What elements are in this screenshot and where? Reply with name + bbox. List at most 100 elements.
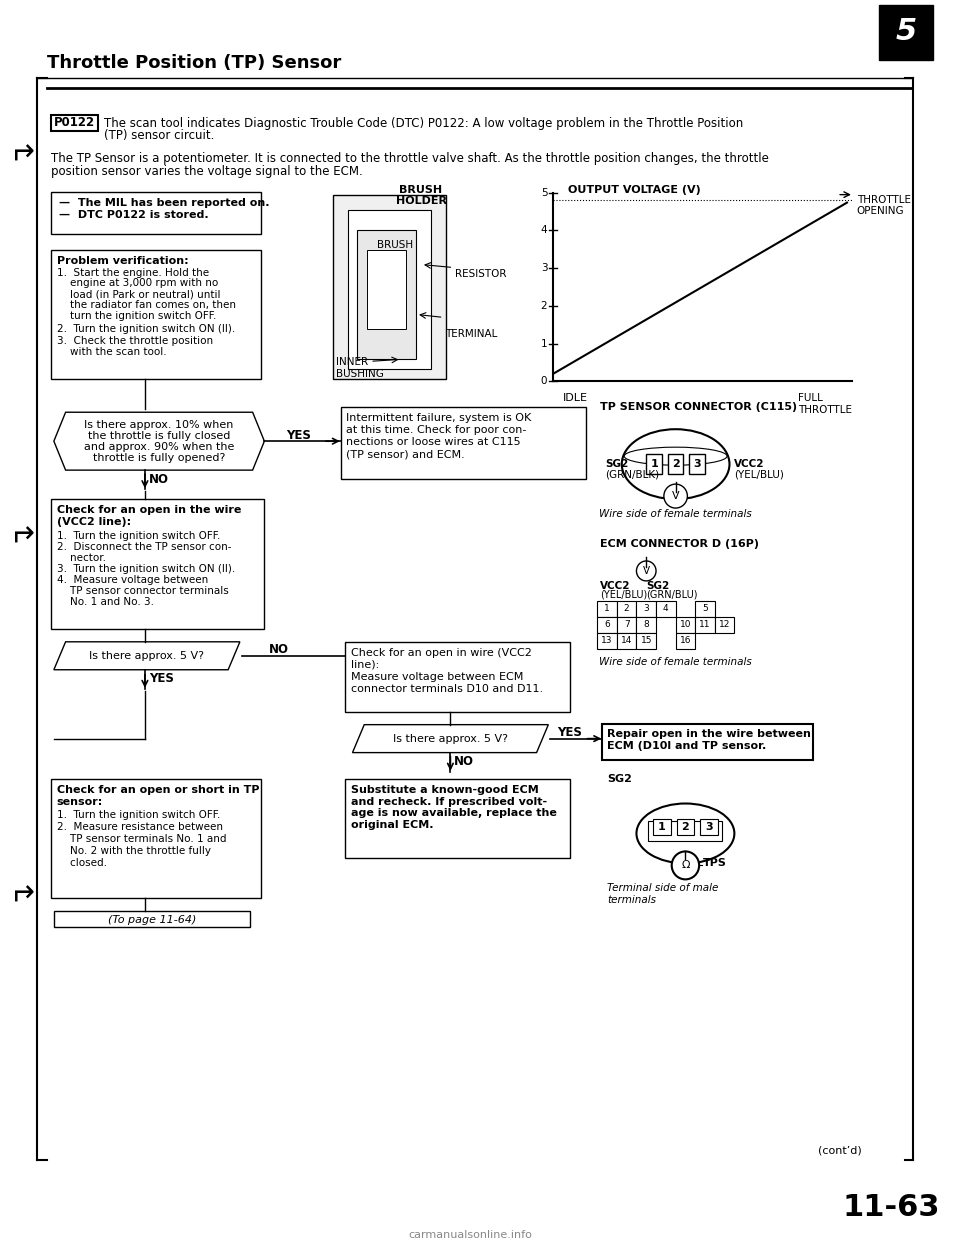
Text: (TP) sensor circuit.: (TP) sensor circuit. [104,129,214,142]
Text: turn the ignition switch OFF.: turn the ignition switch OFF. [57,312,216,322]
Text: 2.  Turn the ignition switch ON (II).: 2. Turn the ignition switch ON (II). [57,324,235,334]
Text: THROTTLE
OPENING: THROTTLE OPENING [856,195,911,216]
Text: throttle is fully opened?: throttle is fully opened? [93,453,226,463]
Text: 13: 13 [601,636,612,646]
Text: 4.  Measure voltage between: 4. Measure voltage between [57,575,208,585]
Text: at this time. Check for poor con-: at this time. Check for poor con- [346,425,526,435]
Text: VCC2: VCC2 [600,581,631,591]
Text: 3: 3 [693,460,701,469]
Text: Wire side of female terminals: Wire side of female terminals [599,509,752,519]
Text: Terminal side of male: Terminal side of male [607,883,718,893]
Text: carmanualsonline.info: carmanualsonline.info [408,1230,532,1240]
Text: Is there approx. 5 V?: Is there approx. 5 V? [393,734,508,744]
Text: original ECM.: original ECM. [350,821,433,831]
Text: The scan tool indicates Diagnostic Trouble Code (DTC) P0122: A low voltage probl: The scan tool indicates Diagnostic Troub… [104,117,743,129]
Text: YES: YES [558,727,583,739]
FancyBboxPatch shape [348,210,431,369]
FancyBboxPatch shape [345,642,570,712]
Text: Check for an open in wire (VCC2: Check for an open in wire (VCC2 [350,648,532,658]
Text: 3: 3 [643,605,649,614]
Text: 11-63: 11-63 [842,1192,940,1222]
Text: 0: 0 [540,376,547,386]
Text: Ω: Ω [682,861,689,871]
FancyBboxPatch shape [597,633,617,648]
FancyBboxPatch shape [51,499,264,628]
Text: Problem verification:: Problem verification: [57,256,188,266]
FancyBboxPatch shape [700,820,718,836]
Text: closed.: closed. [57,858,107,868]
FancyBboxPatch shape [617,617,636,633]
FancyBboxPatch shape [602,724,813,760]
Text: the throttle is fully closed: the throttle is fully closed [88,431,230,441]
Text: connector terminals D10 and D11.: connector terminals D10 and D11. [350,684,542,694]
Text: TP SENSOR CONNECTOR (C115): TP SENSOR CONNECTOR (C115) [600,402,798,412]
FancyBboxPatch shape [636,601,656,617]
Text: SG2: SG2 [646,581,669,591]
Text: BRUSH
HOLDER: BRUSH HOLDER [396,185,446,206]
Text: OUTPUT VOLTAGE (V): OUTPUT VOLTAGE (V) [568,185,701,195]
Text: 2.  Disconnect the TP sensor con-: 2. Disconnect the TP sensor con- [57,542,231,551]
Text: V: V [642,566,650,576]
FancyBboxPatch shape [653,820,671,836]
Text: 10: 10 [680,620,691,630]
Text: Check for an open in the wire: Check for an open in the wire [57,505,241,515]
FancyBboxPatch shape [367,250,406,329]
FancyBboxPatch shape [341,407,586,479]
FancyBboxPatch shape [51,779,261,898]
Text: terminals: terminals [607,895,656,905]
Text: Throttle Position (TP) Sensor: Throttle Position (TP) Sensor [47,53,341,72]
Text: NO: NO [269,643,289,656]
Text: 2: 2 [624,605,630,614]
Text: (GRN/BLK): (GRN/BLK) [605,469,660,479]
Text: 6: 6 [604,620,610,630]
Text: Check for an open or short in TP: Check for an open or short in TP [57,785,259,795]
Text: 16: 16 [680,636,691,646]
Text: nector.: nector. [57,553,106,563]
FancyBboxPatch shape [677,820,694,836]
Text: YES: YES [149,672,174,686]
Text: 1: 1 [540,339,547,349]
Text: 4: 4 [540,225,547,236]
Text: 3.  Check the throttle position: 3. Check the throttle position [57,337,213,347]
Text: 14: 14 [621,636,633,646]
FancyBboxPatch shape [597,601,617,617]
Polygon shape [54,412,264,471]
Text: age is now available, replace the: age is now available, replace the [350,809,557,818]
FancyBboxPatch shape [715,617,734,633]
Text: and approx. 90% when the: and approx. 90% when the [84,442,234,452]
Circle shape [636,561,656,581]
Text: ↵: ↵ [7,514,33,544]
Text: 8: 8 [643,620,649,630]
Text: 2: 2 [672,460,680,469]
Text: TERMINAL: TERMINAL [445,329,498,339]
Text: 3.  Turn the ignition switch ON (II).: 3. Turn the ignition switch ON (II). [57,564,235,574]
Text: VCC2: VCC2 [734,460,765,469]
Text: ECM (D10l and TP sensor.: ECM (D10l and TP sensor. [607,740,766,750]
Text: Is there approx. 5 V?: Is there approx. 5 V? [89,651,204,661]
Text: No. 2 with the throttle fully: No. 2 with the throttle fully [57,847,211,857]
Text: —  The MIL has been reported on.: — The MIL has been reported on. [59,197,269,207]
Text: Measure voltage between ECM: Measure voltage between ECM [350,672,523,682]
Text: the radiator fan comes on, then: the radiator fan comes on, then [57,301,236,310]
Text: (VCC2 line):: (VCC2 line): [57,517,131,527]
Text: 3: 3 [540,263,547,273]
Text: 4: 4 [663,605,669,614]
Text: (GRN/BLU): (GRN/BLU) [646,590,698,600]
Text: FULL
THROTTLE: FULL THROTTLE [798,394,852,415]
FancyBboxPatch shape [648,821,722,841]
Text: nections or loose wires at C115: nections or loose wires at C115 [346,437,520,447]
FancyBboxPatch shape [51,114,98,130]
Text: Substitute a known-good ECM: Substitute a known-good ECM [350,785,539,795]
Circle shape [672,852,699,879]
Text: BRUSH: BRUSH [377,240,413,250]
Text: 2.  Measure resistance between: 2. Measure resistance between [57,822,223,832]
Text: —  DTC P0122 is stored.: — DTC P0122 is stored. [59,210,208,220]
Text: 2: 2 [540,301,547,310]
Text: SG2: SG2 [607,774,632,784]
Text: TP sensor connector terminals: TP sensor connector terminals [57,586,228,596]
Text: 7: 7 [624,620,630,630]
Text: V: V [672,491,680,501]
FancyBboxPatch shape [689,455,705,474]
Text: 1: 1 [650,460,658,469]
FancyBboxPatch shape [636,617,656,633]
